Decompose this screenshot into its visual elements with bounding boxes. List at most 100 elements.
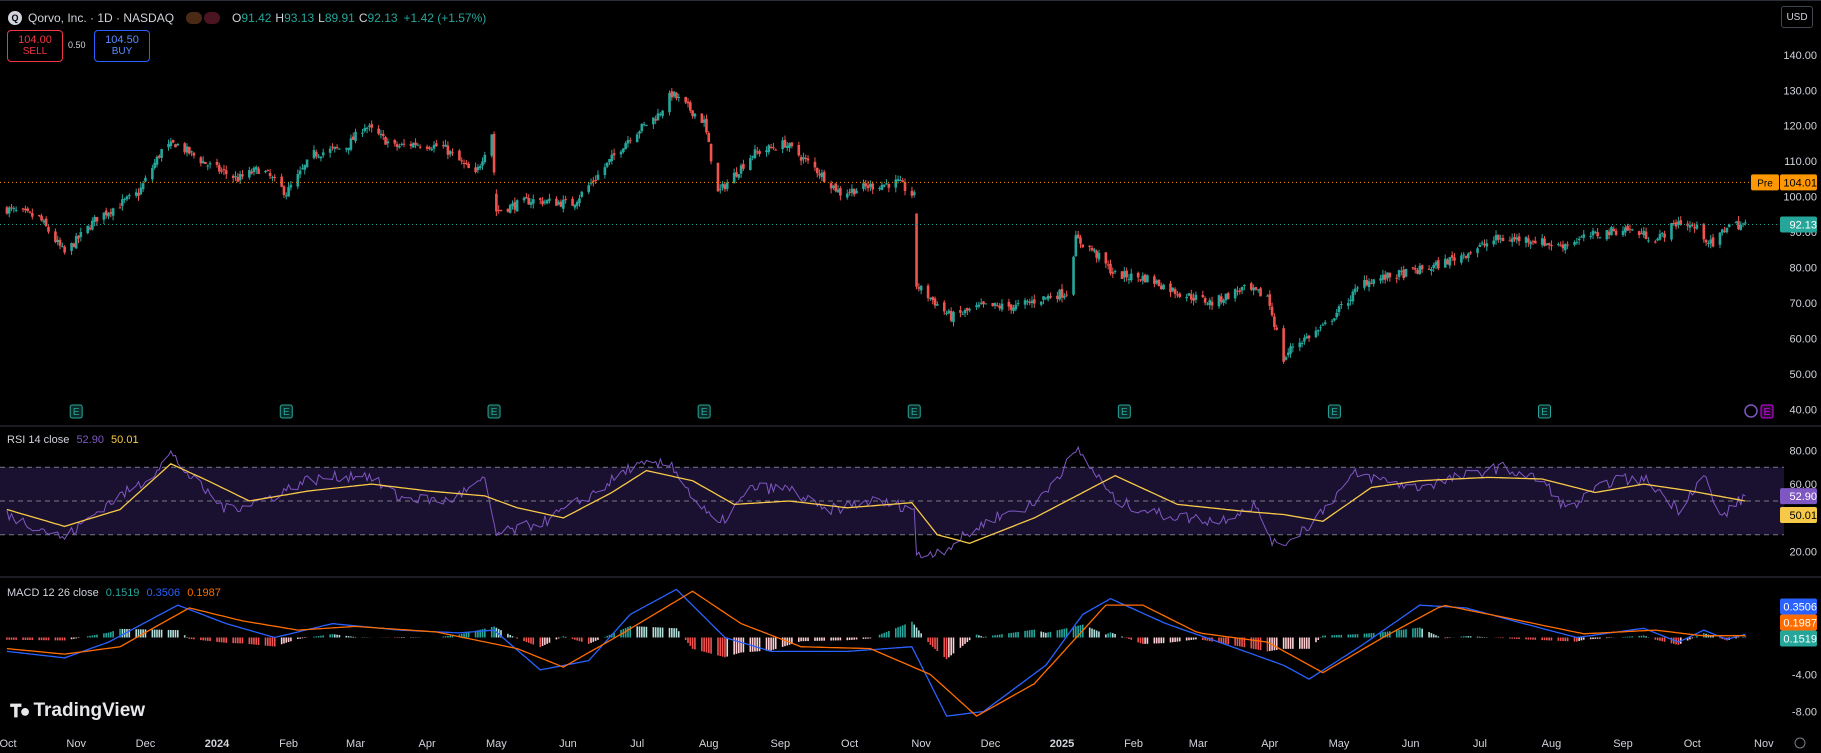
candle-body	[1009, 304, 1013, 310]
candle-body	[963, 310, 967, 314]
candle-body	[1210, 301, 1214, 306]
earnings-marker	[697, 404, 711, 419]
candle-body	[1201, 294, 1205, 298]
candle-body	[529, 202, 533, 205]
candle-body	[1513, 237, 1516, 240]
sell-button[interactable]: 104.00 SELL	[7, 30, 63, 62]
macd-signal-value: 0.1987	[187, 587, 221, 599]
candle-body	[1563, 244, 1567, 251]
candle-body	[968, 309, 971, 311]
candle-body	[1367, 281, 1371, 288]
tradingview-logo[interactable]: 𝐓● TradingView	[10, 700, 145, 722]
candle-body	[335, 147, 339, 149]
buy-button[interactable]: 104.50 BUY	[94, 30, 150, 62]
candle-body	[298, 170, 302, 175]
macd-histogram-value: 0.1519	[105, 587, 140, 599]
time-axis-label: Mar	[346, 738, 365, 750]
candle-body	[1173, 289, 1177, 295]
candle-body	[562, 199, 565, 209]
candle-body	[1120, 271, 1124, 279]
time-axis-label: Oct	[0, 738, 17, 750]
candle-body	[1577, 238, 1581, 241]
candle-body	[370, 124, 373, 128]
candle-body	[451, 152, 454, 154]
candle-body	[1383, 274, 1387, 280]
candle-body	[605, 162, 609, 167]
tradingview-mark-icon: 𝐓●	[10, 700, 31, 721]
candle-body	[869, 183, 872, 187]
earnings-marker	[907, 404, 921, 419]
candle-body	[1663, 233, 1666, 238]
candle-body	[1076, 234, 1080, 239]
premarket-price-tag: 104.01	[1783, 177, 1817, 189]
candle-body	[1256, 289, 1260, 291]
macd-pane	[6, 588, 1747, 717]
candle-body	[12, 208, 16, 210]
candle-body	[1000, 303, 1004, 310]
candle-body	[1065, 294, 1068, 296]
candle-body	[1300, 343, 1304, 345]
candle-body	[541, 200, 544, 205]
candle-body	[40, 215, 43, 221]
candle-body	[1330, 320, 1334, 322]
candle-body	[1543, 238, 1546, 246]
earnings-marker-label: E	[1121, 407, 1128, 418]
candle-body	[1381, 274, 1385, 280]
last-price-tag: 92.13	[1789, 220, 1817, 232]
candle-body	[204, 161, 207, 165]
candle-body	[1443, 258, 1447, 268]
candle-body	[333, 146, 337, 149]
market-status-icon[interactable]	[186, 12, 222, 24]
candle-body	[742, 164, 745, 169]
candle-body	[199, 157, 203, 164]
candle-body	[818, 173, 821, 176]
candle-body	[1688, 225, 1692, 228]
symbol-header[interactable]: Q Qorvo, Inc. · 1D · NASDAQ O 91.42 H 93.1…	[8, 9, 486, 27]
candle-body	[1575, 242, 1579, 244]
candle-body	[1056, 295, 1059, 299]
candle-body	[231, 175, 235, 179]
candle-body	[1589, 236, 1592, 238]
candle-body	[1298, 342, 1302, 348]
candle-body	[1250, 283, 1253, 290]
candle-body	[1695, 224, 1699, 229]
candle-body	[749, 158, 752, 171]
currency-selector[interactable]: USD	[1781, 6, 1813, 28]
candle-body	[296, 174, 300, 187]
candle-body	[1476, 248, 1479, 254]
candle-body	[137, 193, 140, 196]
candle-body	[1573, 242, 1576, 245]
candle-body	[118, 207, 122, 209]
candle-body	[458, 150, 461, 161]
candle-body	[716, 162, 720, 192]
candle-body	[273, 177, 277, 179]
candle-body	[192, 152, 196, 156]
candle-body	[1162, 284, 1165, 290]
candle-body	[1677, 221, 1680, 225]
candle-body	[1605, 230, 1609, 240]
time-axis-label: Jun	[559, 738, 577, 750]
candle-body	[1416, 270, 1419, 274]
candle-body	[111, 208, 115, 216]
candle-body	[848, 191, 851, 193]
time-axis-label: Feb	[279, 738, 298, 750]
candle-body	[425, 146, 429, 149]
candle-body	[312, 150, 316, 159]
candle-body	[802, 157, 805, 160]
candle-body	[1437, 260, 1440, 269]
candle-body	[1316, 330, 1320, 332]
rsi-legend[interactable]: RSI 14 close 52.90 50.01	[7, 434, 139, 446]
macd-tick-label: -4.00	[1792, 670, 1817, 682]
candle-body	[880, 184, 884, 190]
earnings-marker-label: E	[491, 407, 498, 418]
candle-body	[54, 231, 57, 243]
candle-body	[1192, 297, 1195, 301]
candle-body	[758, 151, 761, 155]
candle-body	[1497, 234, 1500, 240]
candle-body	[1139, 279, 1142, 281]
candle-body	[1153, 276, 1156, 284]
symbol-name[interactable]: Qorvo, Inc. · 1D · NASDAQ	[28, 11, 175, 25]
candle-body	[1654, 241, 1657, 243]
macd-legend[interactable]: MACD 12 26 close 0.1519 0.3506 0.1987	[7, 587, 221, 599]
